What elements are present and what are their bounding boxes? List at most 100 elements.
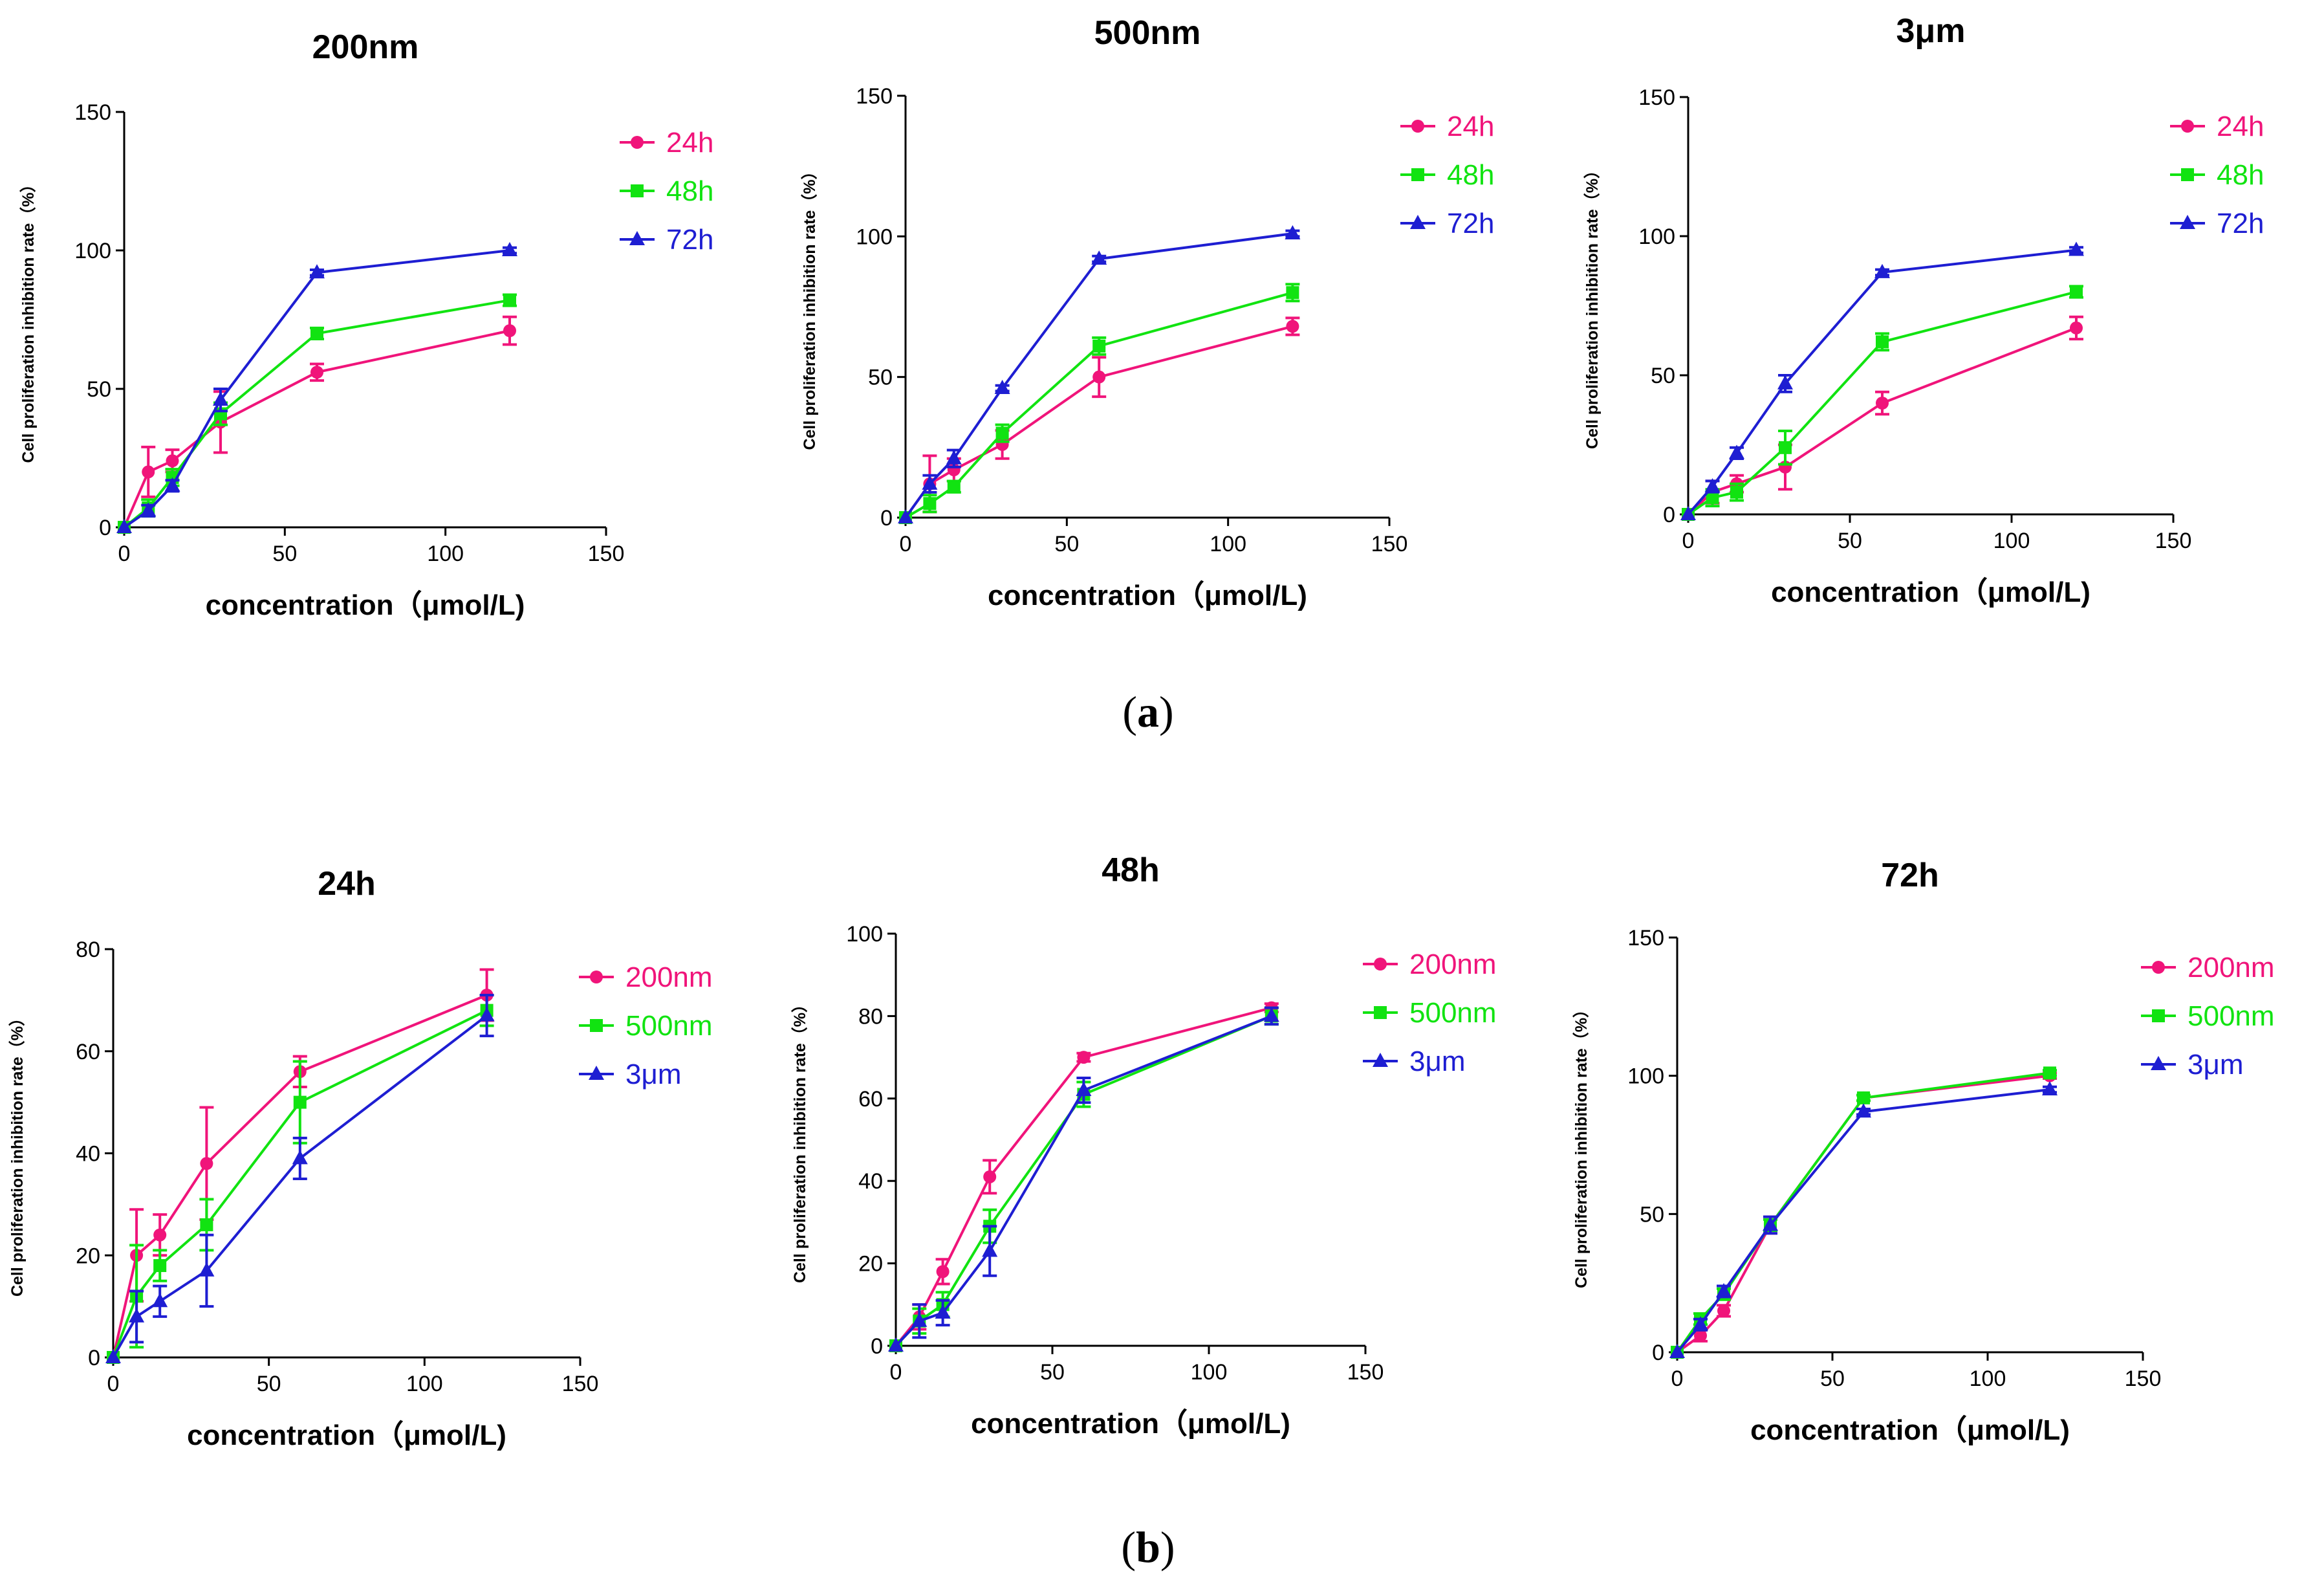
x-axis-label: concentration（μmol/L) [1771, 576, 2091, 608]
x-axis-label: concentration（μmol/L) [971, 1408, 1290, 1440]
legend-marker [1374, 1006, 1387, 1019]
data-point [1669, 1344, 1685, 1358]
series-line [112, 1014, 488, 1358]
y-tick-label: 100 [856, 225, 893, 249]
legend-marker [631, 184, 644, 197]
x-tick-label: 100 [1191, 1360, 1228, 1385]
data-point [1876, 335, 1889, 349]
data-point [1706, 491, 1719, 505]
series-line [112, 1009, 488, 1358]
legend-marker [1410, 215, 1426, 229]
series-2 [1669, 1081, 2058, 1358]
data-point [166, 454, 179, 468]
y-tick-label: 0 [871, 1334, 883, 1359]
data-point [922, 475, 938, 490]
legend-marker [1373, 1053, 1388, 1067]
series-line [904, 291, 1293, 519]
legend-label: 24h [666, 127, 713, 159]
legend-label: 200nm [625, 961, 713, 993]
data-point [293, 1095, 307, 1109]
data-point [2043, 1066, 2056, 1080]
series-1 [899, 283, 1300, 524]
data-point [982, 1242, 998, 1257]
data-point [2069, 241, 2084, 256]
x-tick-label: 100 [1210, 532, 1246, 556]
series-line [1687, 248, 2077, 516]
data-point [105, 1349, 121, 1363]
y-tick-label: 50 [1640, 1202, 1664, 1227]
legend-label: 3μm [2188, 1049, 2243, 1081]
data-point [898, 509, 913, 523]
legend-label: 500nm [1409, 997, 1497, 1029]
chart-panel-1: 200nm 0 50 100 150 0 50 100 150 concentration（μmo… [19, 28, 713, 621]
y-axis-label: Cell proliferation inhibition rate（%） [1583, 162, 1602, 449]
legend-marker [1411, 168, 1424, 181]
figure-label-a: (a) [1122, 687, 1173, 736]
legend-label: 200nm [2188, 952, 2275, 983]
data-point [1777, 375, 1793, 390]
data-point [116, 519, 132, 533]
x-tick-label: 150 [2125, 1366, 2162, 1391]
y-tick-label: 100 [846, 922, 883, 947]
chart-title: 24h [318, 865, 376, 903]
legend-item: 48h [620, 175, 713, 207]
x-tick-label: 0 [107, 1372, 120, 1396]
x-tick-label: 50 [1054, 532, 1079, 556]
legend-label: 72h [1447, 208, 1494, 239]
chart-panel-6: 72h 0 50 100 150 0 50 100 150 concentration（μmol/… [1572, 857, 2275, 1446]
x-tick-label: 50 [257, 1372, 281, 1396]
data-point [503, 294, 516, 307]
figure-label-b: (b) [1121, 1522, 1175, 1572]
data-point [994, 380, 1010, 395]
y-axis-label: Cell proliferation inhibition rate（%） [790, 996, 809, 1283]
y-tick-label: 20 [858, 1252, 883, 1277]
y-tick-label: 50 [868, 366, 893, 390]
chart-panel-2: 500nm 0 50 100 150 0 50 100 150 concentration（μmo… [800, 14, 1494, 611]
data-point [1717, 1304, 1730, 1317]
data-point [1077, 1051, 1091, 1064]
chart-panel-4: 24h 0 50 100 150 0 20 40 60 80 concentration（μmol/… [8, 865, 713, 1451]
data-point [1874, 263, 1890, 278]
panels: 200nm 0 50 100 150 0 50 100 150 concentration（μmo… [8, 12, 2275, 1451]
legend-label: 72h [666, 224, 713, 256]
series-line [895, 1015, 1272, 1347]
legend-label: 500nm [2188, 1000, 2275, 1032]
series-line [1687, 327, 2077, 516]
data-point [2070, 321, 2083, 335]
chart-title: 72h [1881, 857, 1939, 894]
data-point [1763, 1216, 1778, 1231]
chart-title: 200nm [312, 28, 419, 66]
x-tick-label: 50 [1838, 529, 1862, 553]
y-tick-label: 20 [76, 1244, 100, 1268]
x-tick-label: 150 [588, 542, 625, 566]
y-tick-label: 0 [1652, 1341, 1664, 1365]
legend-item: 72h [2170, 208, 2264, 239]
x-tick-label: 100 [1970, 1366, 2006, 1391]
data-point [292, 1150, 308, 1165]
series-1 [118, 293, 517, 534]
data-point [1285, 225, 1301, 239]
legend-label: 48h [666, 175, 713, 207]
x-axis-label: concentration（μmol/L) [988, 580, 1307, 611]
data-point [153, 1259, 167, 1273]
legend-label: 48h [1447, 159, 1494, 191]
legend-item: 48h [1400, 159, 1494, 191]
series-2 [116, 242, 517, 533]
y-tick-label: 150 [1638, 85, 1675, 110]
data-point [1680, 506, 1696, 520]
x-tick-label: 0 [1671, 1366, 1684, 1391]
data-point [479, 1007, 495, 1022]
series-2 [888, 1006, 1279, 1352]
x-tick-label: 0 [118, 542, 131, 566]
legend-item: 500nm [1363, 997, 1497, 1029]
y-tick-label: 0 [88, 1346, 100, 1370]
data-point [1263, 1007, 1279, 1022]
x-axis-label: concentration（μmol/L) [187, 1420, 506, 1451]
data-point [310, 366, 323, 379]
data-point [1876, 397, 1889, 410]
legend-item: 200nm [1363, 949, 1497, 980]
data-point [200, 1157, 213, 1170]
data-point [947, 480, 961, 494]
x-tick-label: 150 [1371, 532, 1408, 556]
data-point [1857, 1091, 1870, 1104]
